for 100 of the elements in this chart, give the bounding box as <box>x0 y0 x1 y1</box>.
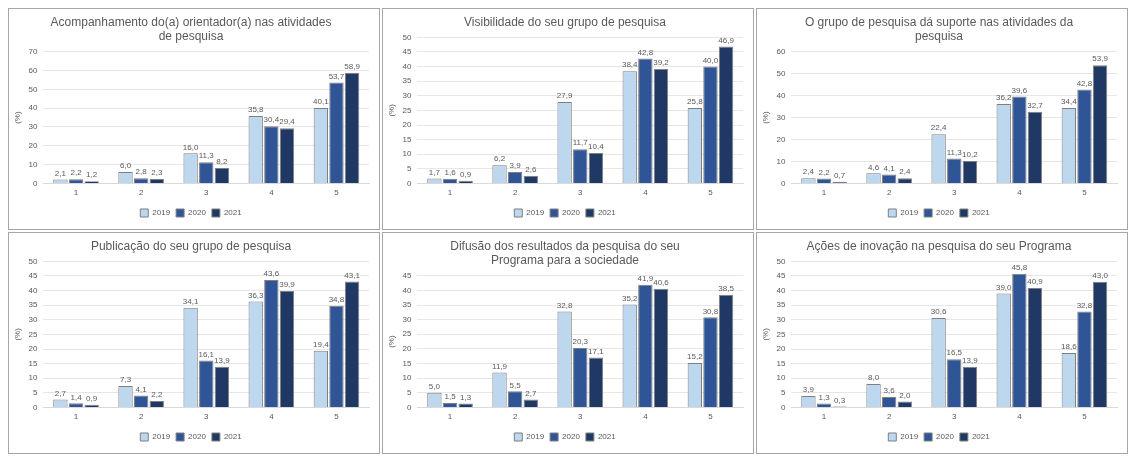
y-tick-label: 5 <box>33 388 39 397</box>
data-label: 6,2 <box>493 154 506 164</box>
data-label: 39,2 <box>653 58 670 68</box>
data-label: 34,1 <box>182 297 199 307</box>
y-tick-label: 10 <box>28 373 39 383</box>
data-label: 2,7 <box>54 388 67 398</box>
legend-label: 2020 <box>936 432 955 442</box>
y-tick-label: 30 <box>28 315 39 324</box>
data-label: 0,9 <box>86 393 98 403</box>
y-tick-label: 35 <box>402 76 413 86</box>
data-label: 58,9 <box>344 61 361 71</box>
y-tick-label: 25 <box>402 329 413 339</box>
y-tick-label: 60 <box>776 47 787 56</box>
data-label: 1,6 <box>444 167 457 177</box>
legend-label: 2020 <box>562 208 581 218</box>
y-tick-label: 20 <box>402 344 413 354</box>
data-label: 42,8 <box>637 47 654 57</box>
data-label: 2,2 <box>151 390 163 400</box>
y-tick-label: 45 <box>402 47 413 57</box>
x-tick-label: 2 <box>512 412 518 422</box>
y-tick-label: 50 <box>776 68 787 78</box>
y-tick-label: 0 <box>407 402 413 412</box>
legend-label: 2020 <box>562 432 581 442</box>
data-label: 36,3 <box>247 290 265 300</box>
x-tick-label: 4 <box>1017 412 1023 422</box>
y-tick-label: 70 <box>28 47 39 56</box>
data-label: 42,8 <box>1076 78 1093 88</box>
data-label: 1,3 <box>460 392 472 402</box>
y-tick-label: 20 <box>28 141 39 150</box>
legend-label: 2021 <box>223 208 243 218</box>
data-label: 1,4 <box>70 392 83 402</box>
data-label: 1,5 <box>444 392 457 402</box>
data-label: 1,7 <box>428 167 441 177</box>
y-axis-title: (%) <box>387 335 396 348</box>
y-tick-label: 0 <box>33 178 39 188</box>
chart-title: Acompanhamento do(a) orientador(a) nas atividades de pesquisa <box>50 14 332 43</box>
data-label: 30,8 <box>702 306 719 316</box>
data-label: 2,0 <box>899 390 911 400</box>
x-tick-label: 3 <box>952 188 958 198</box>
legend-label: 2021 <box>971 208 991 218</box>
x-tick-label: 5 <box>1082 188 1088 198</box>
data-label: 38,5 <box>718 284 735 294</box>
data-label: 2,4 <box>802 167 815 177</box>
y-tick-label: 5 <box>781 388 787 397</box>
data-label: 40,1 <box>313 97 330 107</box>
y-tick-label: 45 <box>776 271 787 281</box>
x-tick-label: 5 <box>334 188 340 198</box>
x-tick-label: 4 <box>1017 188 1023 198</box>
data-label: 43,1 <box>344 270 361 280</box>
y-tick-label: 20 <box>28 344 39 354</box>
data-label: 15,2 <box>687 352 704 362</box>
y-tick-label: 40 <box>28 103 39 113</box>
x-tick-label: 4 <box>269 188 275 198</box>
data-label: 29,4 <box>279 117 296 127</box>
x-tick-label: 2 <box>886 412 892 422</box>
data-label: 0,7 <box>834 171 846 181</box>
data-label: 25,8 <box>687 97 704 107</box>
y-tick-label: 5 <box>407 387 413 397</box>
chart-title: Ações de inovação na pesquisa do seu Programa <box>806 238 1072 253</box>
y-tick-label: 45 <box>28 271 39 281</box>
y-tick-label: 30 <box>402 314 413 324</box>
y-axis-title: (%) <box>761 327 770 341</box>
y-tick-label: 20 <box>776 344 787 354</box>
y-tick-label: 40 <box>402 285 413 295</box>
data-label: 32,8 <box>556 300 573 310</box>
x-tick-label: 3 <box>952 412 958 422</box>
y-tick-label: 25 <box>28 329 39 339</box>
data-label: 3,9 <box>509 161 522 171</box>
data-label: 45,8 <box>1011 262 1028 272</box>
y-tick-label: 50 <box>776 256 787 266</box>
y-tick-label: 40 <box>28 285 39 295</box>
data-label: 43,0 <box>1092 271 1109 281</box>
legend-label: 2021 <box>597 208 617 218</box>
y-axis-title: (%) <box>13 327 22 341</box>
x-tick-label: 5 <box>1082 412 1088 422</box>
data-label: 18,6 <box>1061 342 1078 352</box>
y-tick-label: 5 <box>407 164 413 173</box>
x-tick-label: 3 <box>204 188 210 198</box>
data-label: 0,3 <box>834 395 846 405</box>
data-label: 34,4 <box>1061 97 1078 107</box>
data-label: 39,6 <box>1011 85 1028 95</box>
y-tick-label: 30 <box>402 91 413 100</box>
y-tick-label: 30 <box>28 122 39 132</box>
y-tick-label: 15 <box>776 358 787 368</box>
y-tick-label: 45 <box>402 271 413 280</box>
data-label: 2,7 <box>525 388 537 398</box>
y-tick-label: 10 <box>402 149 413 159</box>
y-tick-label: 25 <box>402 105 413 115</box>
legend-label: 2019 <box>152 208 171 218</box>
data-label: 8,0 <box>867 373 880 383</box>
data-label: 46,9 <box>718 35 735 45</box>
y-tick-label: 10 <box>28 159 39 169</box>
data-label: 30,4 <box>263 115 280 125</box>
x-tick-label: 5 <box>708 412 714 422</box>
data-label: 40,6 <box>653 277 670 287</box>
y-tick-label: 15 <box>402 358 413 368</box>
data-label: 2,1 <box>54 168 67 178</box>
y-axis-title: (%) <box>13 111 22 124</box>
y-tick-label: 10 <box>402 373 413 383</box>
y-tick-label: 40 <box>776 285 787 295</box>
